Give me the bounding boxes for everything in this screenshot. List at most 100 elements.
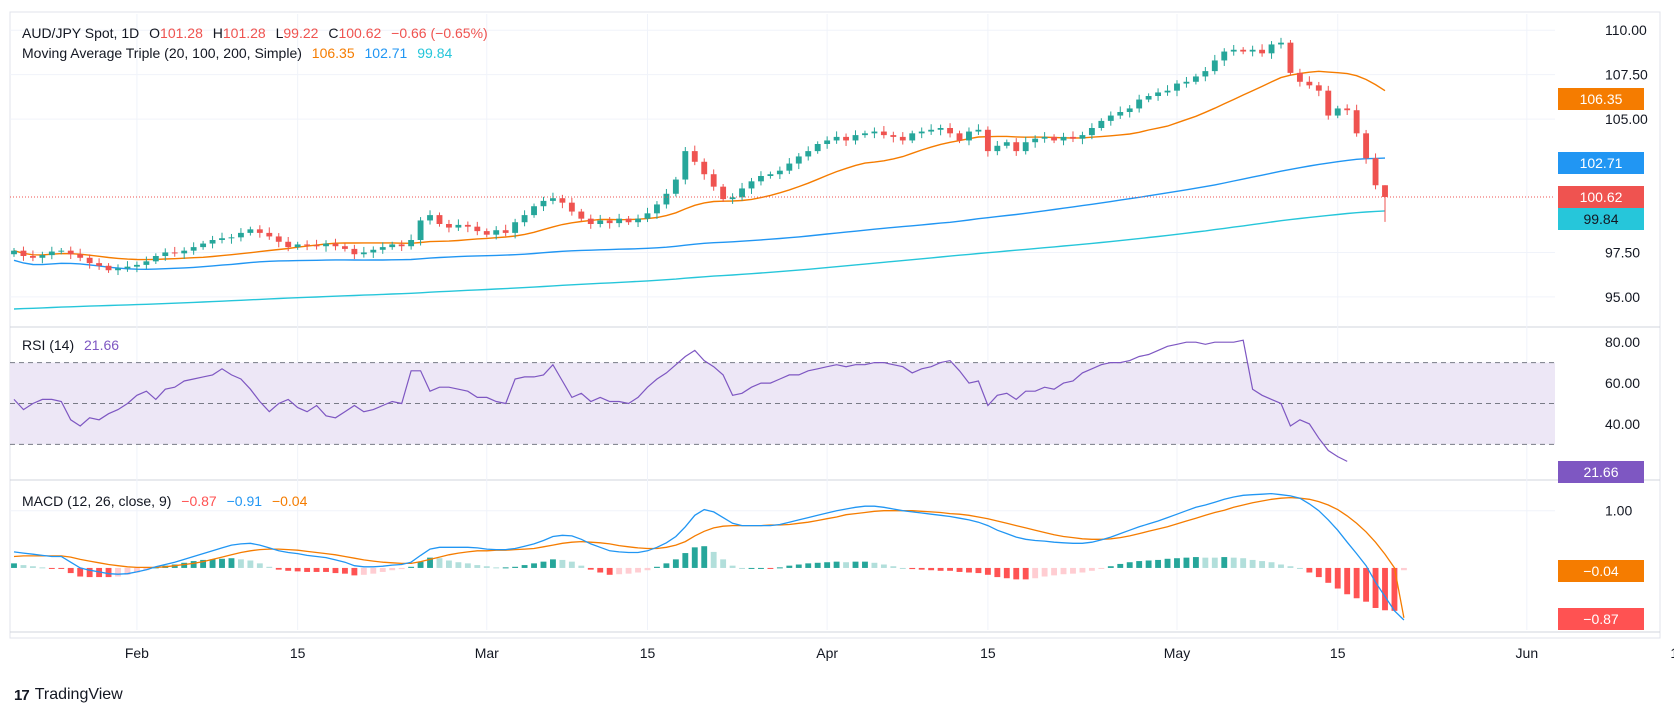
macd-histogram-bar [984, 567, 991, 575]
candle-body [1032, 138, 1039, 143]
candle-body [1003, 142, 1010, 146]
macd-histogram-bar [1211, 557, 1218, 568]
macd-histogram-bar [29, 566, 36, 568]
macd-histogram-bar [1117, 563, 1124, 568]
candle-body [635, 218, 641, 223]
macd-histogram-bar [1344, 567, 1351, 595]
macd-histogram-bar [1221, 557, 1228, 568]
ma200-line [13, 210, 1386, 310]
macd-histogram-bar [691, 547, 698, 568]
macd-histogram-bar [181, 562, 188, 568]
ma20-badge-bg [1558, 88, 1644, 110]
candle-body [190, 247, 197, 251]
macd-histogram-bar [67, 567, 74, 574]
candle-body [285, 241, 292, 248]
candle-body [256, 229, 263, 233]
macd-histogram-bar [379, 567, 386, 572]
macd-line-badge: −0.87 [1583, 611, 1619, 627]
candle-body [1211, 60, 1218, 72]
ma200-badge: 99.84 [1583, 211, 1618, 227]
candle-body [1202, 71, 1209, 77]
price-badges: 106.35 102.71 100.62 99.84 21.66 −0.04 −0.87 [1558, 88, 1644, 630]
macd-histogram-bar [587, 567, 594, 570]
macd-histogram-bar [446, 560, 452, 568]
macd-histogram-bar [464, 563, 471, 568]
candle-body [559, 198, 566, 203]
macd-histogram-bar [625, 567, 632, 574]
price-tick-label: 97.50 [1605, 244, 1640, 260]
macd-histogram-bar [417, 561, 424, 568]
candle-body [1363, 133, 1370, 159]
macd-histogram-bar [654, 566, 660, 568]
macd-histogram-bar [975, 567, 982, 574]
candle-body [814, 144, 821, 152]
candle-body [171, 252, 178, 254]
macd-pane[interactable] [11, 492, 1407, 621]
candle-body [720, 186, 727, 200]
candle-body [691, 151, 698, 162]
macd-histogram-bar [616, 567, 623, 575]
candle-body [304, 244, 311, 246]
macd-histogram-bar [672, 559, 679, 568]
macd-histogram-bar [313, 567, 320, 572]
tradingview-logo[interactable]: 17 TradingView [14, 686, 123, 704]
macd-histogram-bar [1174, 558, 1180, 568]
candle-body [474, 226, 481, 232]
macd-histogram-bar [512, 566, 519, 568]
candle-body [124, 266, 131, 269]
macd-histogram-bar [1051, 567, 1057, 576]
macd-histogram-bar [1003, 567, 1010, 579]
macd-histogram-bar [597, 567, 604, 573]
candle-body [1230, 49, 1237, 52]
candle-body [181, 250, 188, 254]
candle-body [871, 131, 878, 134]
macd-histogram-bar [559, 559, 566, 568]
x-tick-label: 17 [1670, 645, 1674, 661]
macd-histogram-bar [332, 567, 339, 574]
candle-body [266, 232, 273, 237]
macd-histogram-bar [266, 566, 273, 568]
macd-histogram-bar [115, 567, 121, 577]
candle-body [237, 232, 244, 238]
rsi-pane[interactable] [10, 339, 1555, 462]
candle-body [909, 133, 916, 141]
candle-body [417, 220, 424, 240]
macd-histogram-bar [758, 567, 764, 569]
candle-body [1382, 185, 1388, 197]
tradingview-logo-icon: 17 [14, 686, 30, 704]
candle-body [1022, 142, 1029, 152]
macd-histogram-bar [275, 567, 282, 570]
candle-body [464, 224, 471, 227]
macd-histogram-bar [710, 551, 717, 568]
macd-histogram-bar [521, 565, 528, 568]
candle-body [29, 256, 36, 258]
macd-histogram-bar [1391, 567, 1398, 611]
macd-histogram-bar [256, 563, 263, 568]
candle-body [587, 218, 594, 224]
x-tick-label: May [1164, 645, 1190, 661]
macd-histogram-bar [237, 559, 244, 568]
legend-rsi: RSI (14) 21.66 [22, 337, 119, 353]
macd-histogram-bar [1306, 567, 1313, 573]
macd-histogram-bar [1240, 558, 1247, 568]
macd-histogram-bar [862, 561, 868, 568]
legend-macd: MACD (12, 26, close, 9) −0.87 −0.91 −0.0… [22, 493, 308, 509]
macd-histogram-bar [1325, 567, 1332, 583]
candle-body [767, 174, 774, 176]
candle-body [332, 243, 339, 247]
price-pane[interactable] [10, 37, 1555, 310]
x-tick-label: 15 [980, 645, 996, 661]
macd-histogram-bar [805, 563, 812, 568]
macd-histogram-bar [1192, 557, 1199, 568]
macd-histogram-bar [701, 546, 708, 568]
macd-histogram-bar [956, 567, 963, 572]
candle-body [1126, 108, 1133, 112]
candle-body [928, 129, 935, 132]
ma20-badge: 106.35 [1580, 91, 1623, 107]
candle-body [824, 140, 831, 144]
macd-histogram-bar [398, 567, 405, 570]
candle-body [1155, 92, 1162, 96]
macd-histogram-bar [11, 563, 17, 568]
